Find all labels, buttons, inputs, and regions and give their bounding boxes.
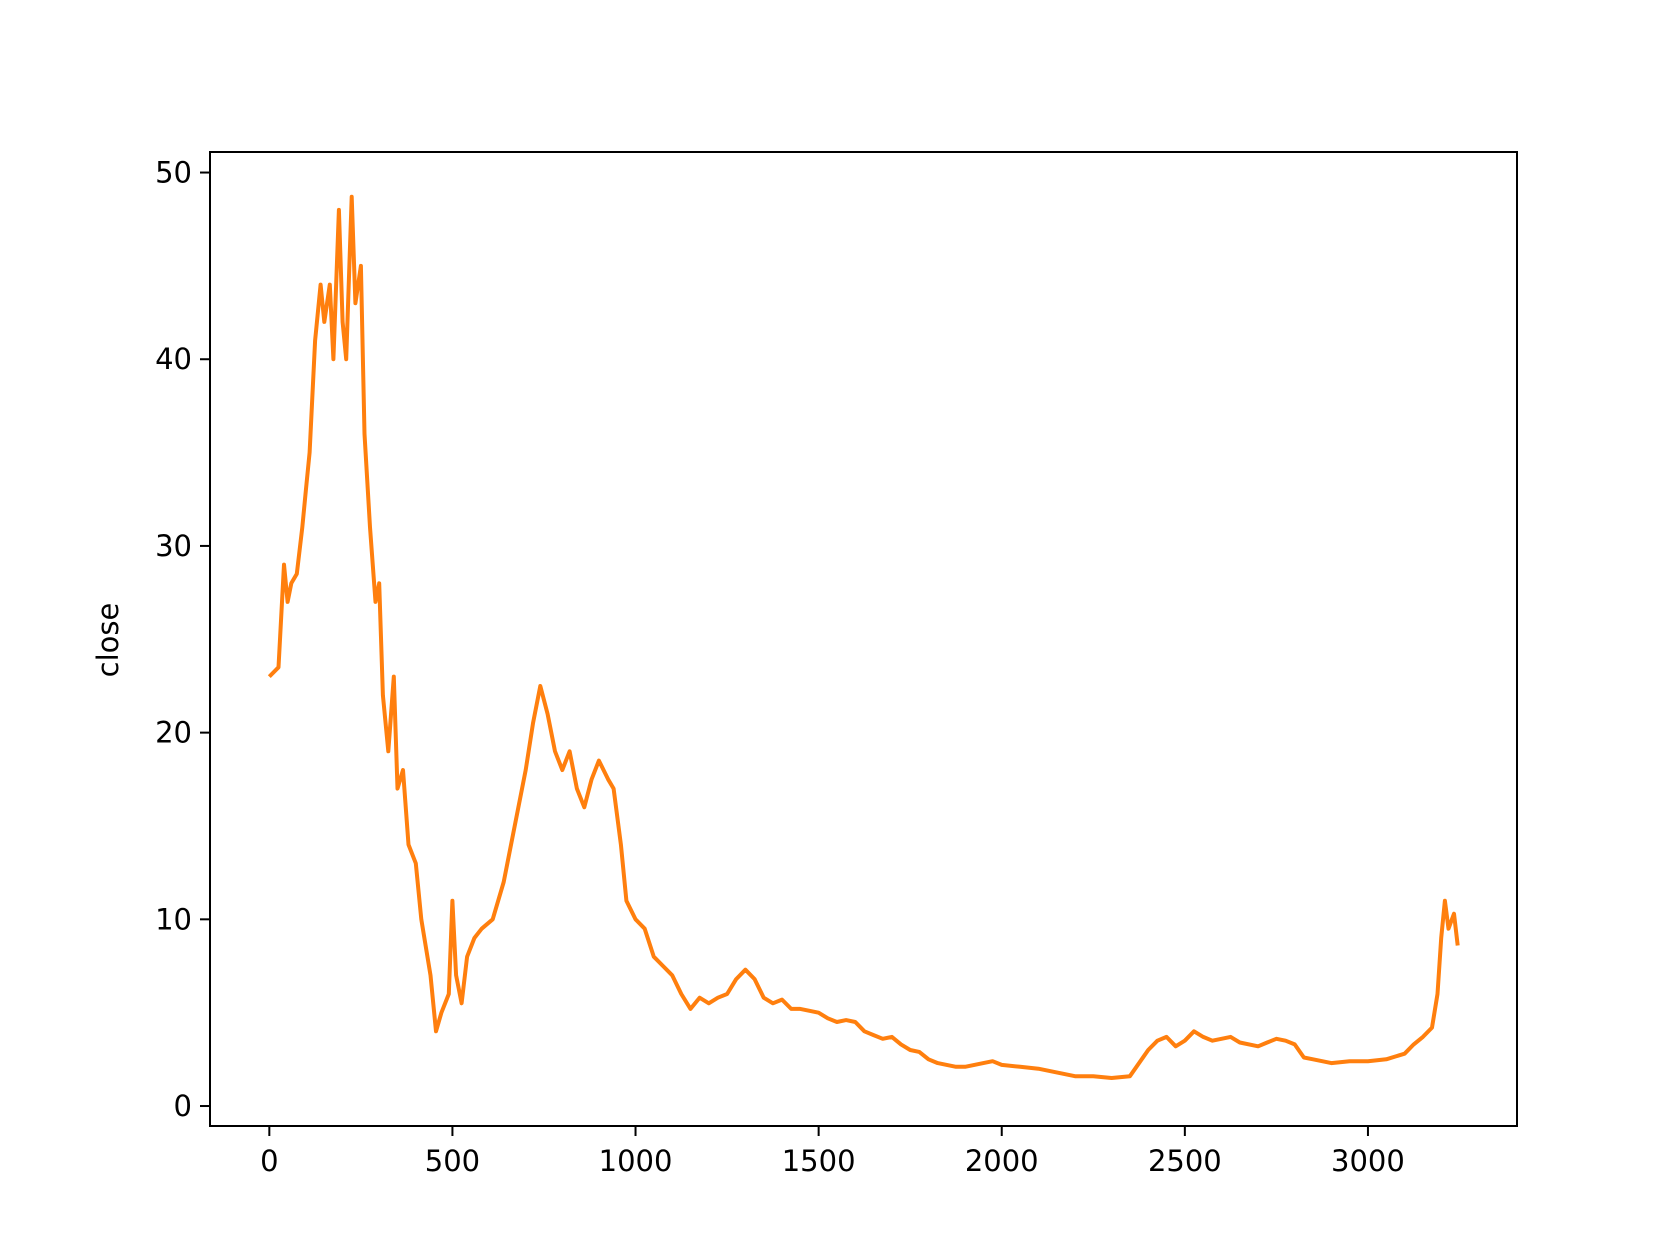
- x-tick-label: 1000: [599, 1144, 673, 1178]
- y-tick-label: 30: [155, 529, 192, 563]
- y-tick-label: 10: [155, 902, 192, 936]
- plot-frame: [209, 151, 1518, 1127]
- x-tick-label: 0: [260, 1144, 278, 1178]
- x-tick-label: 3000: [1331, 1144, 1405, 1178]
- data-line: [267, 194, 1460, 1080]
- x-tick-label: 2500: [1148, 1144, 1222, 1178]
- x-tick-label: 2000: [965, 1144, 1039, 1178]
- x-tick-label: 1500: [782, 1144, 856, 1178]
- y-tick-label: 40: [155, 342, 192, 376]
- y-tick-label: 50: [155, 156, 192, 190]
- x-tick-label: 500: [425, 1144, 480, 1178]
- y-axis-label: close: [91, 603, 125, 678]
- y-tick-label: 0: [174, 1089, 192, 1123]
- y-tick-label: 20: [155, 716, 192, 750]
